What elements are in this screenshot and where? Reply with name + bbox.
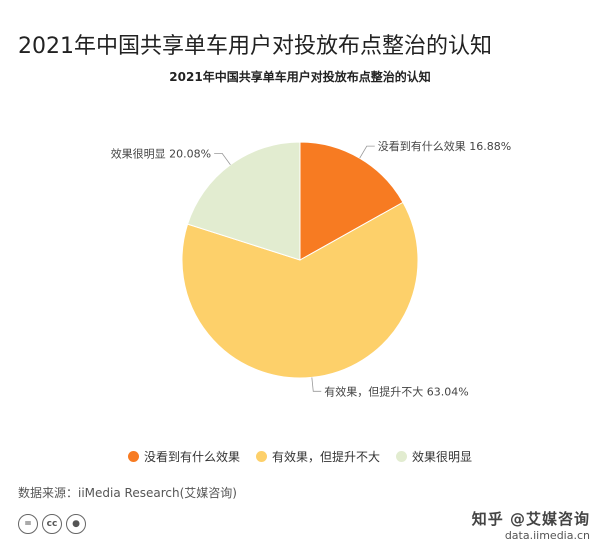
watermark-brand: 知乎 @艾媒咨询 xyxy=(471,510,590,528)
watermark-url: data.iimedia.cn xyxy=(504,529,590,542)
chart-title: 2021年中国共享单车用户对投放布点整治的认知 xyxy=(169,70,431,84)
legend-item-2: 有效果，但提升不大 xyxy=(255,448,380,465)
slice-label-3: 效果很明显 20.08% xyxy=(111,146,211,160)
equal-icon: = xyxy=(18,514,38,534)
cc-icon: cc xyxy=(42,514,62,534)
watermark: 知乎 @艾媒咨询 data.iimedia.cn xyxy=(472,508,590,542)
legend-label: 没看到有什么效果 xyxy=(143,450,240,464)
legend-item-3: 效果很明显 xyxy=(396,448,472,465)
person-icon: ● xyxy=(66,514,86,534)
pie-chart-svg: 没看到有什么效果 16.88% 有效果，但提升不大 63.04% 效果很明显 20.… xyxy=(111,139,512,398)
slice-label-2: 有效果，但提升不大 63.04% xyxy=(324,384,468,398)
license-icons: = cc ● xyxy=(18,514,86,534)
legend-label: 有效果，但提升不大 xyxy=(271,450,380,464)
leader-line-3 xyxy=(214,153,231,165)
leader-line-2 xyxy=(311,377,322,392)
legend-item-1: 没看到有什么效果 xyxy=(127,448,240,465)
legend-label: 效果很明显 xyxy=(412,450,473,464)
legend-swatch xyxy=(255,451,267,462)
pie-slice-2 xyxy=(181,201,419,379)
pie-slice-3 xyxy=(186,141,301,261)
leader-line-1 xyxy=(359,145,375,159)
slice-label-1: 没看到有什么效果 16.88% xyxy=(378,139,511,153)
legend-swatch xyxy=(396,451,407,462)
pie-chart: 2021年中国共享单车用户对投放布点整治的认知 没看到有什么效果 16.88% 有… xyxy=(0,68,600,398)
legend-swatch xyxy=(127,451,139,462)
data-source: 数据来源：iiMedia Research(艾媒咨询) xyxy=(18,486,237,500)
chart-legend: 没看到有什么效果 有效果，但提升不大 效果很明显 xyxy=(0,448,600,465)
page-title: 2021年中国共享单车用户对投放布点整治的认知 xyxy=(18,34,492,59)
